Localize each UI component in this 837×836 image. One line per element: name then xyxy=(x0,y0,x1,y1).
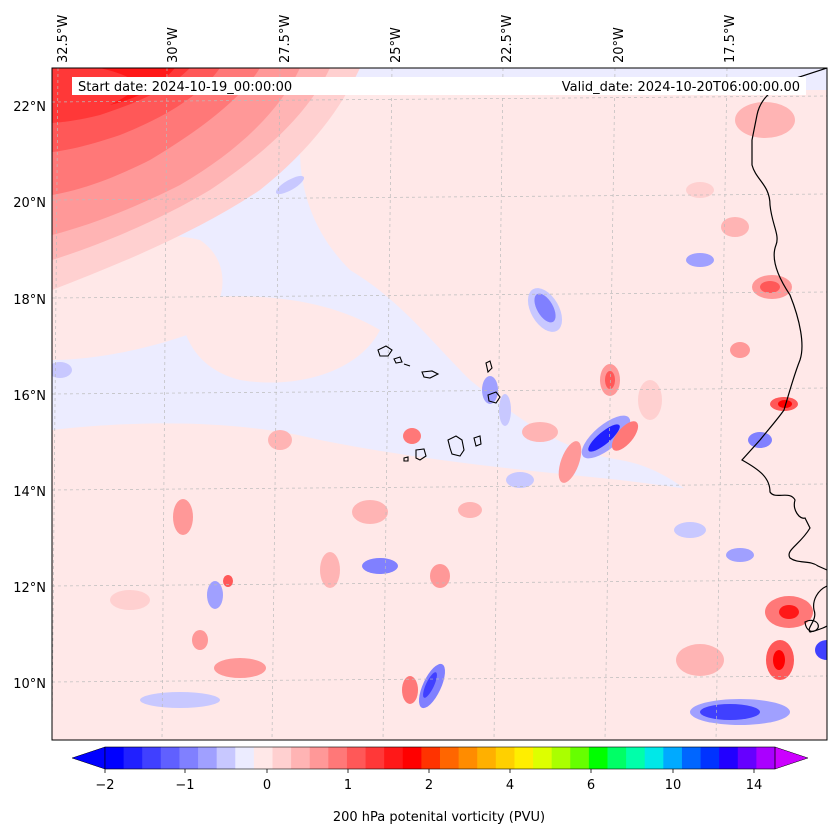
colorbar-tick-1: 1 xyxy=(344,778,352,793)
colorbar-segment xyxy=(514,747,534,769)
colorbar-segment xyxy=(346,747,366,769)
colorbar-over-arrow xyxy=(774,746,809,770)
start-date-label: Start date: 2024-10-19_00:00:00 xyxy=(78,80,292,95)
lat-label-10n: 10°N xyxy=(13,677,46,692)
colorbar-segment xyxy=(644,747,664,769)
colorbar-tick-neg2: −2 xyxy=(95,778,114,793)
lon-label-17-5w: 17.5°W xyxy=(723,15,738,63)
colorbar-segment xyxy=(421,747,441,769)
colorbar-under-arrow xyxy=(71,746,106,770)
colorbar-segment xyxy=(533,747,553,769)
colorbar-tick-6: 6 xyxy=(587,778,595,793)
colorbar-tick-14: 14 xyxy=(746,778,763,793)
latitude-labels: 22°N 20°N 18°N 16°N 14°N 12°N 10°N xyxy=(13,100,46,692)
colorbar-segment xyxy=(272,747,292,769)
pv-positive-anomalies xyxy=(110,102,813,704)
cape-verde-islands xyxy=(377,345,501,462)
colorbar-segment xyxy=(495,747,515,769)
colorbar-segment xyxy=(365,747,385,769)
colorbar-segment xyxy=(570,747,590,769)
pv-jet-streak xyxy=(52,68,360,290)
colorbar-segment xyxy=(700,747,720,769)
lon-label-25w: 25°W xyxy=(389,27,404,63)
lon-label-30w: 30°W xyxy=(166,27,181,63)
colorbar-segment xyxy=(737,747,757,769)
africa-coastline xyxy=(741,68,827,571)
colorbar-segment xyxy=(309,747,329,769)
colorbar-segment xyxy=(216,747,236,769)
colorbar-segment xyxy=(551,747,571,769)
lat-label-18n: 18°N xyxy=(13,293,46,308)
colorbar-label: 200 hPa potenital vorticity (PVU) xyxy=(333,810,545,825)
colorbar-segment xyxy=(235,747,255,769)
africa-coastline-south xyxy=(808,585,827,633)
lat-label-22n: 22°N xyxy=(13,100,46,115)
colorbar: −2 −1 0 1 2 4 6 10 14 200 hPa potenital … xyxy=(71,746,809,825)
colorbar-segment xyxy=(458,747,478,769)
colorbar-segment xyxy=(663,747,683,769)
colorbar-ticks xyxy=(104,769,755,773)
colorbar-segment xyxy=(291,747,311,769)
lon-label-20w: 20°W xyxy=(612,27,627,63)
colorbar-tick-4: 4 xyxy=(506,778,514,793)
colorbar-segment xyxy=(198,747,218,769)
lat-label-20n: 20°N xyxy=(13,196,46,211)
map-panel xyxy=(52,68,827,740)
colorbar-segment xyxy=(160,747,180,769)
colorbar-segment xyxy=(440,747,460,769)
colorbar-segment xyxy=(384,747,404,769)
lon-label-27-5w: 27.5°W xyxy=(278,15,293,63)
colorbar-segment xyxy=(328,747,348,769)
colorbar-segment xyxy=(588,747,608,769)
longitude-labels: 32.5°W 30°W 27.5°W 25°W 22.5°W 20°W 17.5… xyxy=(56,15,738,63)
colorbar-segment xyxy=(719,747,739,769)
header-band xyxy=(72,77,806,95)
colorbar-tick-neg1: −1 xyxy=(175,778,194,793)
graticule xyxy=(52,68,827,740)
colorbar-segment xyxy=(607,747,627,769)
colorbar-segment xyxy=(477,747,497,769)
map-frame xyxy=(51,67,828,741)
colorbar-segment xyxy=(179,747,199,769)
colorbar-segment xyxy=(626,747,646,769)
colorbar-segments xyxy=(105,747,776,769)
lat-label-12n: 12°N xyxy=(13,581,46,596)
colorbar-tick-2: 2 xyxy=(425,778,433,793)
valid-date-label: Valid_date: 2024-10-20T06:00:00.00 xyxy=(562,80,800,95)
colorbar-tick-10: 10 xyxy=(665,778,682,793)
colorbar-segment xyxy=(756,747,776,769)
lon-label-32-5w: 32.5°W xyxy=(56,15,71,63)
colorbar-segment xyxy=(402,747,422,769)
bissau-islands xyxy=(804,619,819,632)
lat-label-16n: 16°N xyxy=(13,389,46,404)
lon-label-22-5w: 22.5°W xyxy=(500,15,515,63)
colorbar-segment xyxy=(142,747,162,769)
coastlines xyxy=(741,68,827,633)
lat-label-14n: 14°N xyxy=(13,485,46,500)
colorbar-tick-0: 0 xyxy=(263,778,271,793)
pv-negative-anomalies xyxy=(52,175,827,725)
colorbar-segment xyxy=(253,747,273,769)
colorbar-segment xyxy=(105,747,125,769)
colorbar-segment xyxy=(123,747,143,769)
colorbar-frame xyxy=(104,746,776,770)
colorbar-segment xyxy=(681,747,701,769)
